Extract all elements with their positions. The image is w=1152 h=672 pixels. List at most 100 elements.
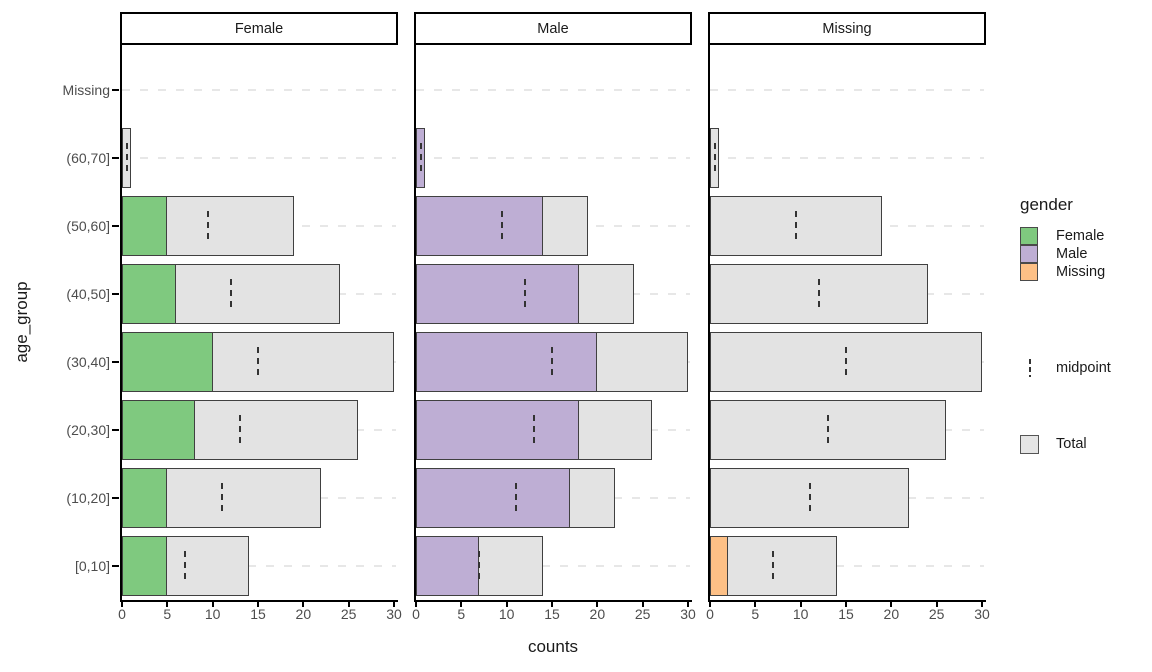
female-count-bar <box>122 264 177 324</box>
x-axis-tick-label: 25 <box>340 606 357 622</box>
x-axis-tick-label: 0 <box>412 606 420 622</box>
x-axis-tick <box>890 601 893 607</box>
x-axis-tick <box>121 601 123 607</box>
y-axis-label: [0,10] <box>74 558 110 574</box>
x-axis-tick <box>935 601 938 607</box>
y-axis-tick <box>112 361 119 363</box>
x-axis-tick <box>709 601 711 607</box>
y-axis-tick <box>112 565 119 567</box>
x-axis-tick-label: 5 <box>751 606 760 622</box>
x-axis-tick <box>845 601 847 607</box>
facet-strip: Missing <box>708 12 986 45</box>
gridline <box>416 157 690 159</box>
y-axis-tick <box>112 225 119 227</box>
total-bar <box>710 264 928 324</box>
facet-plot-area <box>708 45 986 602</box>
midpoint-marker <box>238 415 241 445</box>
facet-plot-area <box>414 45 692 602</box>
x-axis-tick <box>393 601 395 607</box>
legend-midpoint-label: midpoint <box>1056 360 1111 376</box>
x-axis-tick-label: 25 <box>634 606 651 622</box>
x-axis-tick-label: 30 <box>680 606 696 622</box>
x-axis-tick-label: 5 <box>457 606 466 622</box>
midpoint-marker <box>257 347 259 377</box>
legend: gender Female Male Missing midpoint Total <box>1020 195 1152 475</box>
facet-strip: Male <box>414 12 692 45</box>
midpoint-marker <box>795 211 798 241</box>
legend-entry-label: Female <box>1056 228 1105 244</box>
y-axis-tick <box>112 293 119 295</box>
female-count-bar <box>122 400 195 460</box>
male-count-bar <box>416 332 598 392</box>
y-axis-label: (60,70] <box>66 150 110 166</box>
gridline <box>122 157 396 159</box>
x-axis-tick <box>505 601 508 607</box>
y-axis-tick <box>112 157 119 159</box>
missing-swatch-icon <box>1020 263 1038 281</box>
midpoint-marker <box>713 143 716 173</box>
x-axis-tick-label: 30 <box>974 606 990 622</box>
y-axis-label: (40,50] <box>66 286 110 302</box>
male-count-bar <box>416 196 543 256</box>
midpoint-marker <box>551 347 553 377</box>
gridline <box>710 89 984 91</box>
y-axis-label: (20,30] <box>66 422 110 438</box>
x-axis-tick-label: 10 <box>498 606 515 622</box>
gridline <box>122 89 396 91</box>
male-count-bar <box>416 468 571 528</box>
male-count-bar <box>416 536 480 596</box>
x-axis-tick <box>641 601 644 607</box>
facet-strip: Female <box>120 12 398 45</box>
legend-total-label: Total <box>1056 436 1087 452</box>
x-axis-tick <box>799 601 802 607</box>
midpoint-marker <box>419 143 422 173</box>
y-axis-tick <box>112 497 119 499</box>
midpoint-marker <box>817 279 820 309</box>
midpoint-dash-icon <box>1029 359 1031 377</box>
x-axis-tick <box>754 601 757 607</box>
midpoint-marker <box>826 415 829 445</box>
y-axis-tick <box>112 429 119 431</box>
y-axis-label: (30,40] <box>66 354 110 370</box>
midpoint-marker <box>501 211 504 241</box>
female-count-bar <box>122 536 168 596</box>
y-axis-label: (10,20] <box>66 490 110 506</box>
x-axis-tick-label: 20 <box>295 606 312 622</box>
x-axis-tick-label: 10 <box>792 606 809 622</box>
legend-entry-label: Male <box>1056 246 1088 262</box>
male-count-bar <box>416 400 580 460</box>
midpoint-marker <box>478 551 481 581</box>
female-count-bar <box>122 196 168 256</box>
x-axis-tick-label: 15 <box>250 606 266 622</box>
gridline <box>710 565 984 567</box>
x-axis-tick <box>551 601 553 607</box>
facet-strip-label: Female <box>234 20 284 37</box>
y-axis-label: (50,60] <box>66 218 110 234</box>
gridline <box>416 89 690 91</box>
male-swatch-icon <box>1020 245 1038 263</box>
midpoint-marker <box>523 279 526 309</box>
midpoint-marker <box>808 483 811 513</box>
gridline <box>710 157 984 159</box>
midpoint-marker <box>220 483 223 513</box>
gridline <box>416 565 690 567</box>
x-axis-tick <box>415 601 417 607</box>
total-swatch-icon <box>1020 435 1039 454</box>
midpoint-marker <box>125 143 128 173</box>
gridline <box>122 565 396 567</box>
x-axis-tick-label: 15 <box>544 606 560 622</box>
x-axis-title: counts <box>527 637 579 656</box>
x-axis-tick <box>347 601 350 607</box>
x-axis-tick-label: 25 <box>928 606 945 622</box>
female-count-bar <box>122 332 213 392</box>
legend-entry-label: Missing <box>1056 264 1106 280</box>
y-axis-tick <box>112 89 119 91</box>
female-count-bar <box>122 468 168 528</box>
y-axis-label: Missing <box>62 82 110 98</box>
midpoint-marker <box>514 483 517 513</box>
midpoint-marker <box>845 347 847 377</box>
x-axis-tick-label: 0 <box>118 606 126 622</box>
x-axis-tick-label: 20 <box>589 606 606 622</box>
x-axis-tick <box>257 601 259 607</box>
x-axis-tick <box>596 601 599 607</box>
